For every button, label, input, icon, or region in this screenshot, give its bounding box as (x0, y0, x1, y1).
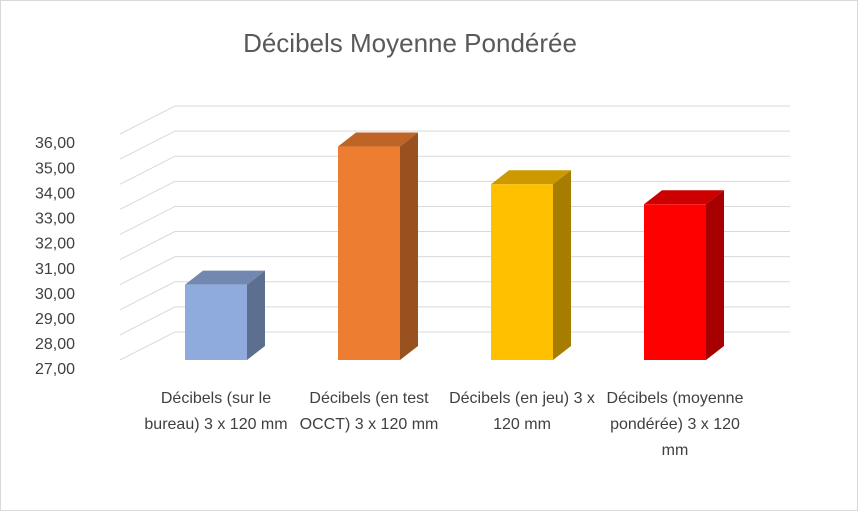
bar-top (491, 170, 571, 185)
grid-line (119, 281, 790, 311)
bar (185, 284, 247, 360)
y-tick-label: 30,00 (35, 286, 75, 303)
y-tick-label: 27,00 (35, 361, 75, 378)
x-tick-label: Décibels (moyenne pondérée) 3 x 120 mm (606, 390, 744, 459)
y-tick-label: 32,00 (35, 236, 75, 253)
y-tick-label: 31,00 (35, 261, 75, 278)
x-tick-label: Décibels (sur le bureau) 3 x 120 mm (144, 390, 288, 433)
bar-side (706, 190, 724, 360)
bar-top (338, 132, 418, 147)
grid-line (119, 331, 790, 361)
grid-line (119, 155, 790, 185)
x-tick-label: Décibels (en jeu) 3 x 120 mm (449, 390, 595, 433)
y-tick-label: 36,00 (35, 135, 75, 152)
grid-line (119, 180, 790, 210)
x-tick-label: Décibels (en test OCCT) 3 x 120 mm (299, 390, 439, 433)
grid-line (119, 205, 790, 235)
y-tick-label: 28,00 (35, 336, 75, 353)
grid-line (119, 306, 790, 336)
bar-side (553, 170, 571, 360)
grid-line (119, 231, 790, 261)
y-tick-label: 29,00 (35, 311, 75, 328)
chart-title: Décibels Moyenne Pondérée (243, 28, 577, 58)
grid-line (119, 105, 790, 135)
y-tick-label: 35,00 (35, 160, 75, 177)
bar-top (185, 270, 265, 285)
y-tick-label: 33,00 (35, 211, 75, 228)
grid-line (119, 130, 790, 160)
bar-side (247, 270, 265, 360)
bar-top (644, 190, 724, 205)
y-tick-label: 34,00 (35, 185, 75, 202)
bar (644, 204, 706, 360)
bar (491, 184, 553, 360)
bar-side (400, 132, 418, 360)
grid-line (119, 256, 790, 286)
bar (338, 146, 400, 360)
